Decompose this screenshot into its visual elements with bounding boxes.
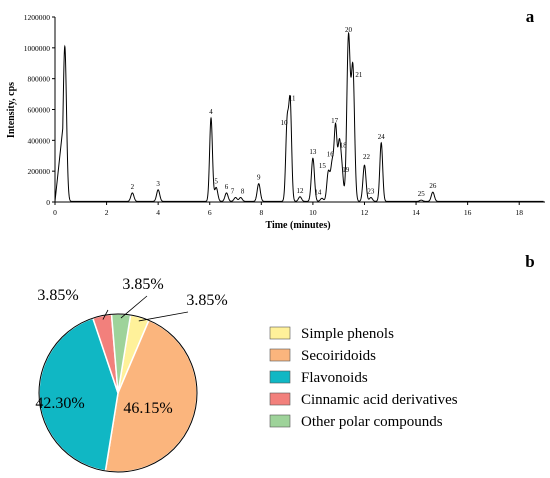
- peak-label: 22: [363, 153, 371, 161]
- legend-label: Other polar compounds: [301, 414, 443, 430]
- pie-leader-line: [102, 309, 109, 320]
- peak-label: 9: [257, 174, 261, 182]
- peak-label: 24: [378, 133, 386, 141]
- y-tick-label: 400000: [28, 136, 51, 145]
- pie-value-label: 3.85%: [122, 276, 163, 293]
- y-tick-label: 600000: [28, 106, 51, 115]
- legend-label: Cinnamic acid derivatives: [301, 392, 458, 408]
- peak-label: 21: [355, 71, 363, 79]
- legend-label: Secoiridoids: [301, 348, 376, 364]
- peak-label: 13: [309, 148, 317, 156]
- x-tick-label: 0: [53, 208, 57, 217]
- pie-value-label: 46.15%: [123, 400, 172, 417]
- peak-label: 3: [156, 180, 160, 188]
- peak-label: 15: [319, 162, 327, 170]
- panel-label-b: b: [525, 252, 534, 271]
- peak-label: 19: [342, 166, 350, 174]
- peak-label: 25: [418, 190, 426, 198]
- panel-label-a: a: [526, 7, 535, 26]
- peak-label: 20: [345, 26, 353, 34]
- y-axis-label: Intensity, cps: [6, 82, 17, 138]
- x-tick-label: 6: [208, 208, 212, 217]
- legend-swatch: [269, 370, 291, 384]
- x-tick-label: 18: [515, 208, 523, 217]
- peak-label: 12: [297, 187, 305, 195]
- peak-label: 5: [214, 178, 218, 186]
- x-tick-label: 14: [412, 208, 420, 217]
- peak-label: 10: [281, 119, 289, 127]
- pie-legend: Simple phenols Secoiridoids Flavonoids Cinn…: [269, 326, 458, 430]
- pie-value-label: 42.30%: [35, 395, 84, 412]
- x-tick-label: 4: [156, 208, 160, 217]
- pie-value-label: 3.85%: [186, 292, 227, 309]
- peak-label: 8: [241, 188, 245, 196]
- y-tick-label: 200000: [28, 167, 51, 176]
- pie-value-labels: 3.85% 46.15% 42.30% 3.85% 3.85%: [35, 276, 227, 417]
- legend-swatch: [269, 392, 291, 406]
- x-tick-label: 8: [259, 208, 263, 217]
- peak-label: 11: [289, 94, 296, 102]
- legend-label: Flavonoids: [301, 370, 368, 386]
- y-tick-label: 1200000: [24, 13, 51, 22]
- peak-label: 2: [131, 183, 135, 191]
- pie-slices: [38, 313, 198, 473]
- pie-outline: [38, 313, 198, 473]
- legend-swatch: [269, 348, 291, 362]
- peak-label: 26: [429, 182, 437, 190]
- peak-label: 16: [327, 150, 335, 158]
- y-tick-label: 800000: [28, 75, 51, 84]
- x-tick-label: 10: [309, 208, 317, 217]
- x-tick-label: 12: [361, 208, 369, 217]
- x-axis-label: Time (minutes): [265, 220, 330, 231]
- chromatogram-chart: Intensity, cps Time (minutes) 0200000400…: [6, 13, 545, 231]
- peak-label: 4: [209, 108, 213, 116]
- chromatogram-trace: [54, 31, 544, 202]
- legend-label: Simple phenols: [301, 326, 394, 342]
- legend-swatch: [269, 414, 291, 428]
- pie-leader-line: [120, 295, 148, 319]
- peak-label: 23: [367, 188, 375, 196]
- pie-chart: 3.85% 46.15% 42.30% 3.85% 3.85% Simple pheno…: [35, 276, 458, 473]
- y-tick-label: 0: [46, 198, 50, 207]
- chromatogram-axes: [54, 17, 545, 203]
- peak-label: 17: [331, 117, 339, 125]
- legend-swatch: [269, 326, 291, 340]
- peak-label: 18: [340, 142, 348, 150]
- peak-label: 6: [225, 183, 229, 191]
- x-tick-label: 2: [105, 208, 109, 217]
- peak-label: 7: [231, 188, 235, 196]
- pie-leader-line: [138, 311, 189, 322]
- y-tick-label: 1000000: [24, 44, 51, 53]
- x-tick-label: 16: [464, 208, 472, 217]
- pie-value-label: 3.85%: [37, 287, 78, 304]
- peak-label: 14: [314, 188, 322, 196]
- chromatogram-ticks: 0 200000 400000 600000 800000 1000000 1200000 0…: [24, 13, 523, 217]
